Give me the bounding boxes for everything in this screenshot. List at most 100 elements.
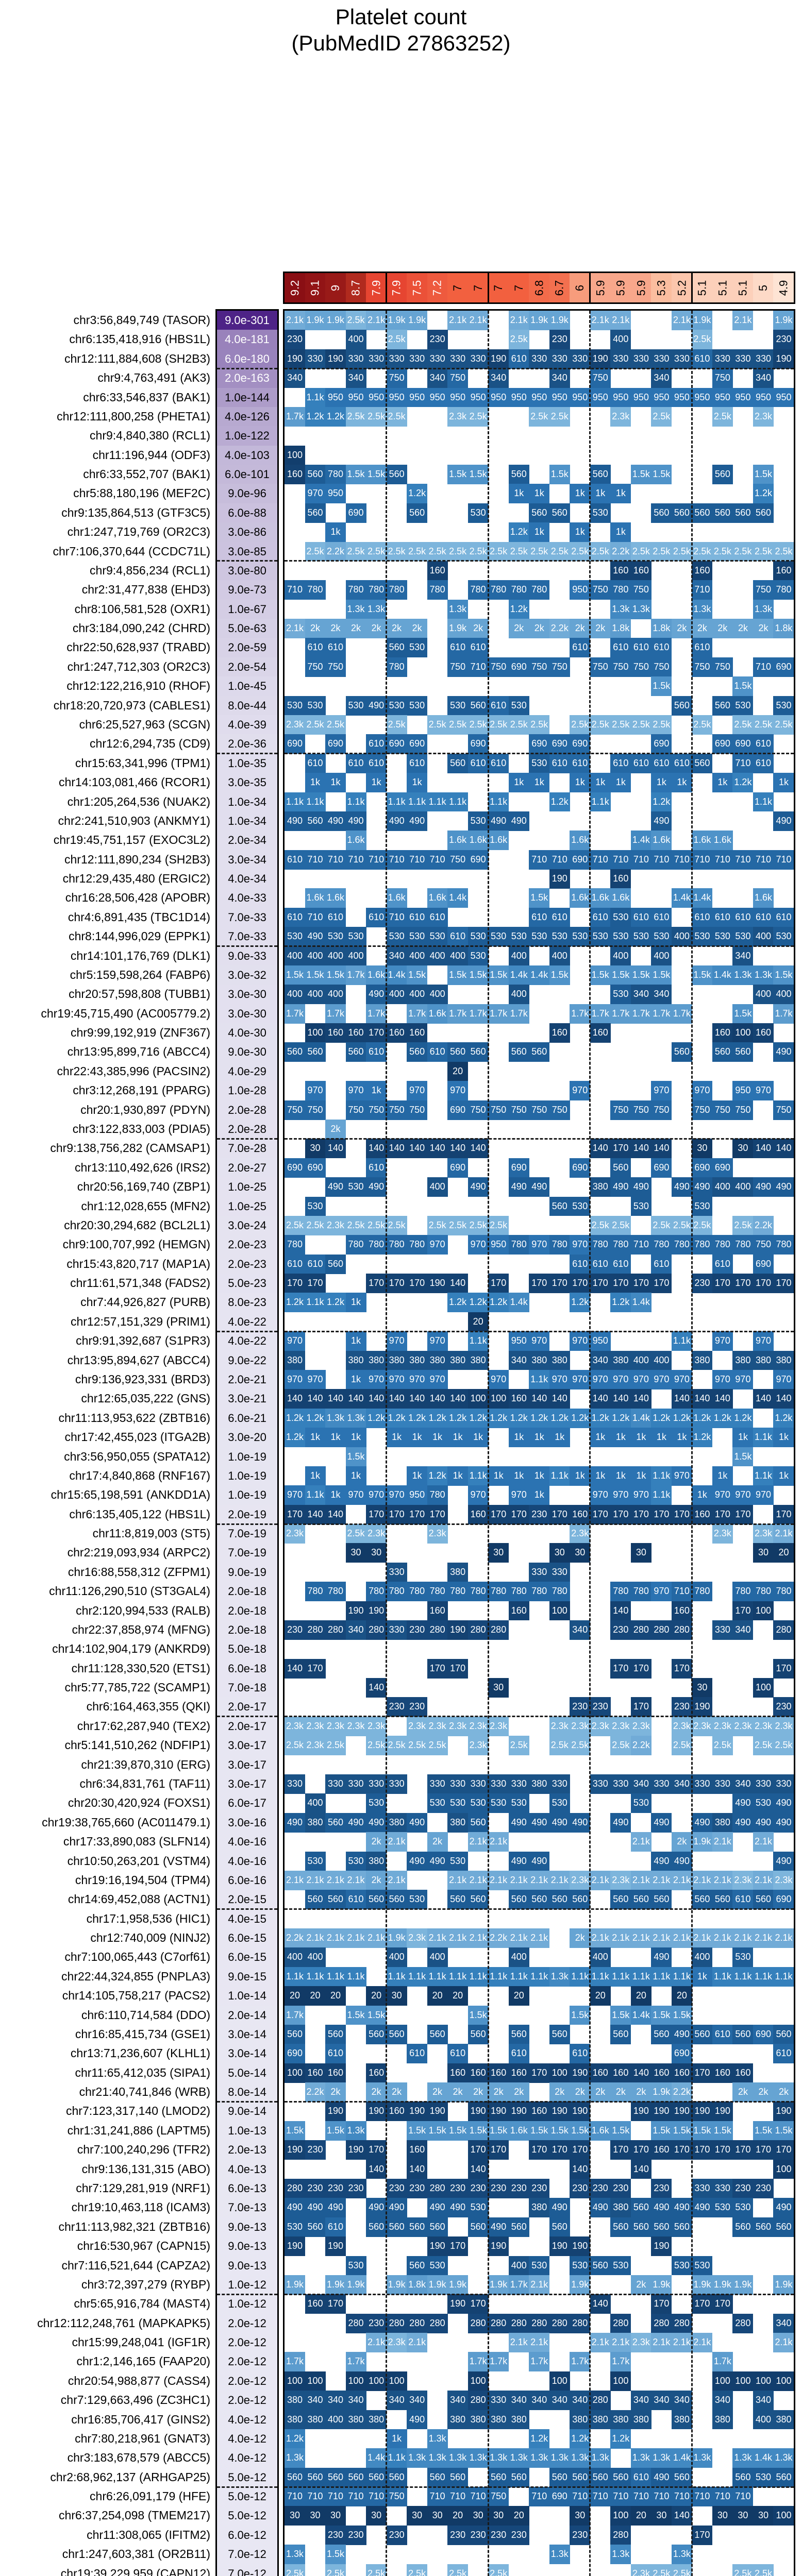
row-label: chr9:136,923,331 (BRD3)	[75, 1372, 210, 1386]
heatmap-cell: 490	[651, 1812, 672, 1833]
heatmap-cell: 30	[488, 2506, 509, 2526]
heatmap-cell: 230	[345, 2525, 366, 2545]
pvalue-cell: 6.0e-16	[217, 1870, 277, 1890]
heatmap-cell: 490	[467, 1177, 489, 1197]
heatmap-cell: 750	[467, 1100, 489, 1120]
row-label: chr3:122,833,003 (PDIA5)	[72, 1122, 210, 1136]
heatmap-cell: 340	[345, 2391, 366, 2411]
heatmap-cell: 2k	[386, 619, 407, 638]
row-label: chr16:530,967 (CAPN15)	[77, 2239, 210, 2253]
heatmap-cell: 230	[508, 2179, 529, 2198]
heatmap-cell: 1k	[529, 1428, 550, 1447]
heatmap-cell: 560	[345, 1042, 366, 1062]
heatmap-cell: 1k	[773, 1428, 794, 1447]
heatmap-cell: 2.1k	[285, 1870, 306, 1890]
heatmap-cell: 1.9k	[773, 2275, 794, 2295]
heatmap-cell: 530	[407, 638, 428, 658]
heatmap-cell: 2.2k	[285, 1928, 306, 1948]
heatmap-cell: 2.1k	[610, 1928, 631, 1948]
row-label: chr12:740,009 (NINJ2)	[90, 1931, 210, 1945]
heatmap-cell: 970	[345, 1081, 366, 1101]
heatmap-cell: 1.9k	[305, 311, 326, 330]
heatmap-cell: 1.3k	[549, 2545, 570, 2565]
row-label: chr12:111,884,608 (SH2B3)	[64, 351, 210, 365]
heatmap-cell: 2.5k	[508, 541, 529, 562]
heatmap-cell: 1.1k	[305, 387, 326, 408]
pvalue-cell: 1.0e-19	[217, 1447, 277, 1466]
heatmap-cell: 380	[366, 2410, 387, 2430]
heatmap-cell: 530	[549, 927, 570, 947]
heatmap-cell: 610	[712, 907, 733, 927]
heatmap-cell: 2.5k	[285, 2564, 306, 2576]
heatmap-cell: 1.5k	[285, 965, 306, 985]
heatmap-cell: 2.1k	[630, 1928, 651, 1948]
heatmap-cell: 560	[671, 2467, 692, 2487]
heatmap-cell: 170	[773, 1274, 794, 1293]
heatmap-cell: 1.1k	[570, 1967, 591, 1987]
heatmap-cell: 1.2k	[712, 1408, 733, 1428]
heatmap-cell: 1k	[366, 1081, 387, 1101]
row-label: chr5:77,785,722 (SCAMP1)	[64, 1681, 210, 1694]
heatmap-cell: 970	[651, 1081, 672, 1101]
heatmap-cell: 1.5k	[753, 465, 774, 484]
heatmap-cell: 1.5k	[467, 465, 489, 484]
heatmap-cell: 380	[345, 1350, 366, 1370]
heatmap-cell: 2.1k	[590, 311, 611, 330]
heatmap-cell: 560	[610, 1158, 631, 1178]
heatmap-cell: 1.5k	[651, 965, 672, 985]
heatmap-cell: 610	[570, 638, 591, 658]
heatmap-cell: 490	[345, 811, 366, 831]
heatmap-cell: 2.5k	[529, 406, 550, 427]
heatmap-cell: 1k	[712, 773, 733, 793]
heatmap-cell: 330	[712, 2179, 733, 2198]
heatmap-cell: 560	[732, 1042, 754, 1062]
heatmap-cell: 1.8k	[610, 619, 631, 638]
heatmap-cell: 610	[407, 753, 428, 773]
heatmap-cell: 1.3k	[570, 2448, 591, 2468]
row-label: chr1:31,241,886 (LAPTM5)	[67, 2123, 210, 2137]
heatmap-cell: 2.5k	[305, 1215, 326, 1235]
heatmap-cell: 170	[610, 1504, 631, 1524]
pvalue-cell: 9.0e-13	[217, 2236, 277, 2256]
heatmap-cell: 170	[508, 1504, 529, 1524]
heatmap-cell: 2.5k	[610, 1215, 631, 1235]
heatmap-cell: 1.5k	[488, 965, 509, 985]
heatmap-cell: 190	[285, 2236, 306, 2257]
heatmap-cell: 560	[549, 1890, 570, 1910]
heatmap-cell: 560	[529, 503, 550, 523]
heatmap-cell: 1.5k	[590, 965, 611, 985]
heatmap-cell: 1.3k	[285, 2545, 306, 2565]
heatmap-cell: 1.4k	[712, 965, 733, 985]
heatmap-cell: 330	[692, 2179, 713, 2198]
heatmap-cell: 140	[671, 1389, 692, 1409]
row-label: chr11:8,819,003 (ST5)	[92, 1527, 210, 1540]
heatmap-cell: 230	[345, 2179, 366, 2198]
heatmap-cell: 2.5k	[732, 541, 754, 562]
heatmap-cell: 950	[590, 1331, 611, 1351]
heatmap-cell: 170	[753, 2140, 774, 2160]
heatmap-cell: 170	[651, 2294, 672, 2314]
heatmap-cell: 2.5k	[753, 1736, 774, 1756]
heatmap-cell: 1k	[447, 1428, 469, 1447]
heatmap-cell: 1.9k	[570, 2275, 591, 2295]
heatmap-cell: 560	[570, 2467, 591, 2487]
heatmap-cell: 970	[651, 1369, 672, 1389]
heatmap-cell: 2.1k	[325, 1870, 346, 1890]
heatmap-cell: 1.2k	[732, 1408, 754, 1428]
heatmap-cell: 380	[610, 1350, 631, 1370]
score-strip-cell: 9	[325, 273, 346, 302]
heatmap-cell: 2.5k	[773, 541, 794, 562]
heatmap-cell: 340	[407, 2391, 428, 2411]
heatmap-cell: 140	[610, 1389, 631, 1409]
heatmap-cell: 1.2k	[427, 1466, 448, 1486]
heatmap-cell: 2k	[692, 619, 713, 638]
heatmap-cell: 30	[488, 1543, 509, 1563]
heatmap-cell: 160	[692, 561, 713, 581]
heatmap-cell: 2k	[366, 2082, 387, 2102]
row-label: chr11:128,330,520 (ETS1)	[71, 1661, 210, 1675]
heatmap-cell: 2.1k	[447, 1870, 469, 1890]
heatmap-cell: 2.3k	[753, 1716, 774, 1736]
heatmap-cell: 2.5k	[467, 541, 489, 562]
heatmap-cell: 560	[508, 465, 529, 484]
heatmap-cell: 610	[427, 1042, 448, 1062]
